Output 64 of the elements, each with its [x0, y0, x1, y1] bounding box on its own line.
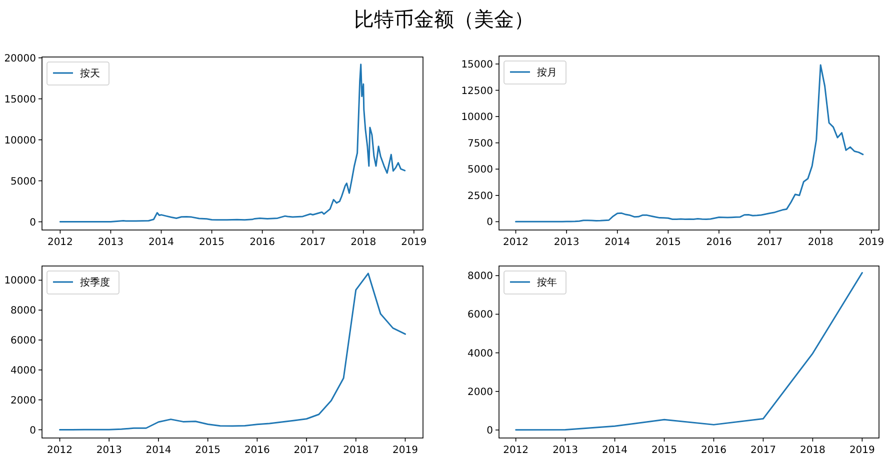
x-tick-label: 2018 [343, 445, 369, 456]
y-tick-label: 10000 [4, 135, 36, 146]
x-tick-label: 2013 [96, 445, 122, 456]
y-tick-label: 2500 [468, 190, 493, 202]
x-tick-label: 2015 [655, 237, 681, 248]
y-tick-label: 12500 [461, 86, 493, 97]
x-tick-label: 2013 [552, 445, 578, 456]
x-tick-label: 2019 [392, 445, 418, 456]
y-tick-label: 0 [486, 217, 493, 228]
y-tick-label: 5000 [10, 176, 36, 188]
x-tick-label: 2013 [98, 237, 124, 248]
y-tick-label: 5000 [468, 164, 493, 176]
x-tick-label: 2017 [757, 237, 782, 248]
x-tick-label: 2016 [701, 445, 726, 456]
y-tick-label: 2000 [468, 386, 493, 398]
x-tick-label: 2015 [652, 445, 677, 456]
x-tick-label: 2019 [849, 445, 875, 456]
x-tick-label: 2019 [858, 237, 884, 248]
x-tick-label: 2012 [47, 237, 73, 248]
y-tick-label: 4000 [10, 365, 36, 376]
legend: 按季度 [46, 270, 120, 294]
y-tick-label: 15000 [4, 94, 36, 106]
x-tick-label: 2016 [244, 445, 270, 456]
x-tick-label: 2015 [199, 237, 225, 248]
legend-label: 按年 [537, 276, 557, 288]
x-tick-label: 2014 [148, 237, 174, 248]
y-tick-label: 15000 [461, 59, 493, 70]
x-tick-label: 2018 [350, 237, 376, 248]
x-tick-label: 2017 [750, 445, 776, 456]
x-tick-label: 2014 [604, 237, 630, 248]
x-tick-label: 2013 [554, 237, 580, 248]
y-tick-label: 4000 [468, 348, 493, 360]
x-tick-label: 2012 [47, 445, 72, 456]
legend: 按年 [504, 270, 566, 294]
legend-label: 按月 [537, 66, 557, 78]
x-tick-label: 2018 [800, 445, 826, 456]
y-tick-label: 20000 [4, 53, 36, 64]
x-tick-label: 2015 [195, 445, 221, 456]
x-tick-label: 2016 [706, 237, 732, 248]
y-tick-label: 10000 [461, 112, 493, 124]
x-tick-label: 2012 [503, 445, 529, 456]
y-tick-label: 2000 [10, 395, 36, 406]
legend-label: 按季度 [80, 276, 110, 288]
x-tick-label: 2016 [250, 237, 276, 248]
y-tick-label: 8000 [468, 271, 493, 282]
x-tick-label: 2019 [401, 237, 427, 248]
x-tick-label: 2017 [300, 237, 326, 248]
y-tick-label: 0 [30, 425, 36, 436]
y-tick-label: 6000 [10, 336, 36, 347]
y-tick-label: 10000 [4, 276, 36, 287]
legend: 按月 [504, 60, 566, 84]
chart-title: 比特币金额（美金） [354, 7, 534, 31]
y-tick-label: 6000 [468, 310, 493, 321]
x-tick-label: 2012 [503, 237, 528, 248]
legend-label: 按天 [80, 68, 100, 80]
y-tick-label: 8000 [10, 306, 36, 317]
x-tick-label: 2014 [602, 445, 628, 456]
x-tick-label: 2018 [808, 237, 834, 248]
y-tick-label: 0 [486, 425, 493, 436]
x-tick-label: 2017 [294, 445, 320, 456]
y-tick-label: 0 [30, 217, 36, 228]
x-tick-label: 2014 [146, 445, 172, 456]
legend: 按天 [46, 62, 110, 86]
y-tick-label: 7500 [468, 138, 493, 150]
